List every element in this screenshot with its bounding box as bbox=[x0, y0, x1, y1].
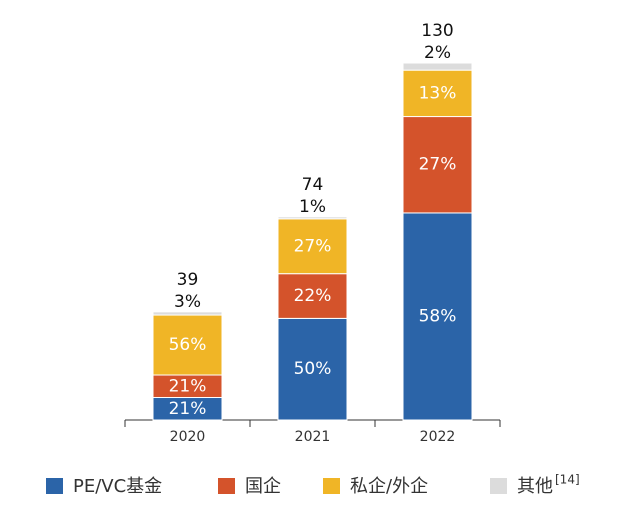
bar-segment bbox=[402, 62, 473, 71]
data-label: 50% bbox=[294, 359, 332, 379]
legend-label: 其他 bbox=[517, 476, 553, 497]
bar-segment bbox=[152, 311, 223, 316]
legend-label: 国企 bbox=[245, 476, 281, 497]
data-label: 13% bbox=[419, 83, 457, 103]
bar-segment bbox=[277, 317, 348, 421]
legend-label: 私企/外企 bbox=[350, 476, 428, 497]
total-label: 130 bbox=[421, 21, 453, 41]
bar-segment bbox=[152, 314, 223, 376]
legend-swatch bbox=[218, 478, 235, 494]
legend-note: [14] bbox=[555, 473, 580, 487]
data-label: 27% bbox=[419, 155, 457, 175]
legend-swatch bbox=[323, 478, 340, 494]
bar-segment bbox=[277, 218, 348, 275]
x-tick-label: 2021 bbox=[295, 429, 331, 445]
bar-segment bbox=[277, 216, 348, 220]
data-label: 58% bbox=[419, 306, 457, 326]
data-label: 27% bbox=[294, 236, 332, 256]
x-tick-label: 2022 bbox=[420, 429, 456, 445]
legend-swatch bbox=[490, 478, 507, 494]
legend-swatch bbox=[46, 478, 63, 494]
data-label: 22% bbox=[294, 286, 332, 306]
bar-segment bbox=[277, 273, 348, 319]
data-label: 2% bbox=[424, 43, 451, 63]
total-label: 74 bbox=[302, 175, 324, 195]
legend-label: PE/VC基金 bbox=[73, 476, 162, 497]
x-tick-label: 2020 bbox=[170, 429, 206, 445]
data-label: 1% bbox=[299, 197, 326, 217]
data-label: 3% bbox=[174, 292, 201, 312]
total-label: 39 bbox=[177, 270, 199, 290]
data-label: 21% bbox=[169, 399, 207, 419]
data-label: 21% bbox=[169, 376, 207, 396]
bar-segment bbox=[402, 212, 473, 421]
data-label: 56% bbox=[169, 335, 207, 355]
